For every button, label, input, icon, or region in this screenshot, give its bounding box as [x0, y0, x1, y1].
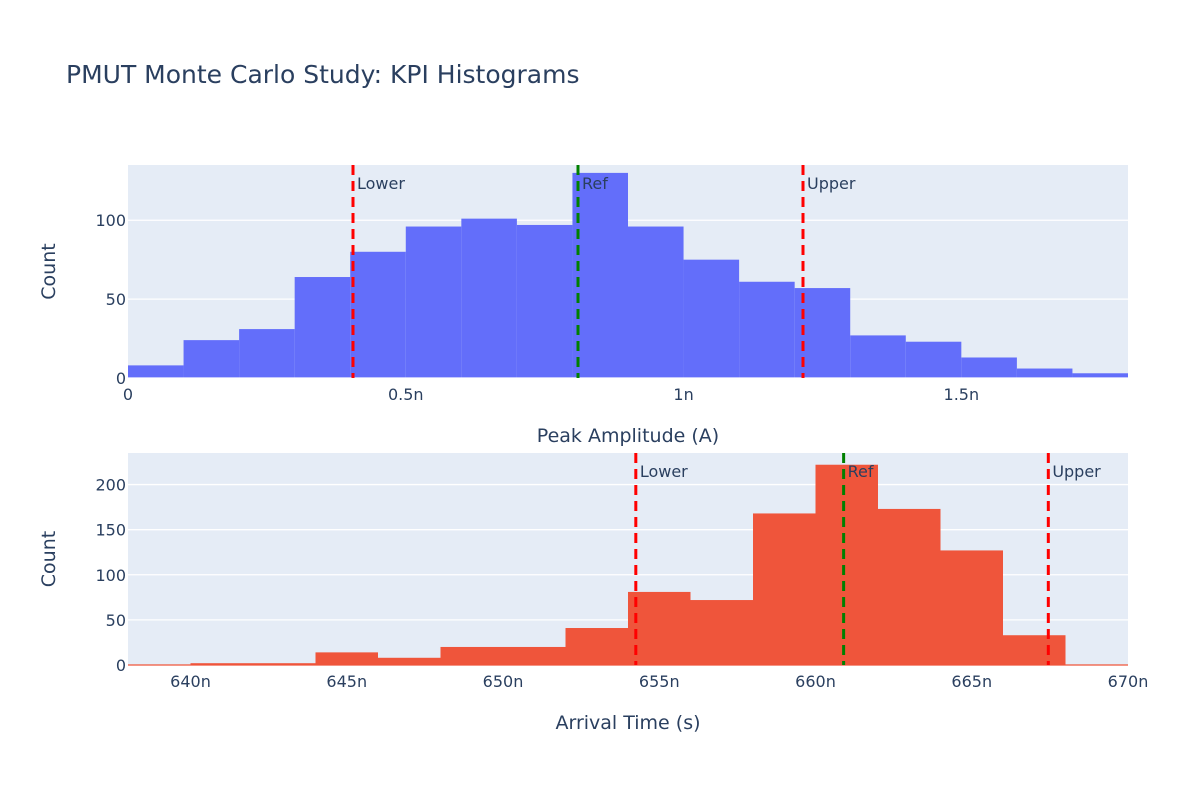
arrival-time-y-tick-label: 150: [95, 521, 126, 540]
arrival-time-x-tick-label: 650n: [483, 672, 524, 691]
arrival-time-bar-2: [315, 652, 378, 665]
arrival-time-bar-9: [753, 513, 816, 665]
peak-amplitude-bar-4: [350, 251, 406, 378]
peak-amplitude-y-tick-label: 0: [116, 369, 126, 388]
chart-title: PMUT Monte Carlo Study: KPI Histograms: [66, 60, 580, 89]
arrival-time-vline-label-lower: Lower: [640, 462, 688, 481]
peak-amplitude-bar-13: [850, 335, 906, 378]
peak-amplitude-x-tick-label: 0.5n: [388, 385, 424, 404]
peak-amplitude-vline-label-ref: Ref: [582, 174, 608, 193]
peak-amplitude-x-tick-label: 0: [123, 385, 133, 404]
arrival-time-vline-label-upper: Upper: [1052, 462, 1101, 481]
arrival-time-x-tick-label: 665n: [951, 672, 992, 691]
peak-amplitude-bar-6: [461, 218, 517, 378]
arrival-time-bar-4: [440, 646, 503, 665]
arrival-time-bar-13: [1003, 635, 1066, 665]
arrival-time-y-tick-label: 100: [95, 566, 126, 585]
arrival-time-x-axis-title: Arrival Time (s): [555, 712, 700, 734]
peak-amplitude-bar-15: [961, 357, 1017, 378]
arrival-time-bar-1: [253, 663, 316, 665]
peak-amplitude-x-tick-label: 1n: [673, 385, 693, 404]
peak-amplitude-bar-5: [405, 226, 462, 378]
peak-amplitude-x-axis-title: Peak Amplitude (A): [537, 425, 719, 447]
peak-amplitude-subplot: Lower Ref Upper 0 0.5n 1n 1.5n 0 50 100 Peak Ampli…: [38, 165, 1128, 447]
peak-amplitude-bar-17: [1072, 373, 1128, 378]
peak-amplitude-y-tick-label: 50: [106, 290, 126, 309]
arrival-time-y-tick-label: 200: [95, 476, 126, 495]
arrival-time-subplot: Lower Ref Upper 640n 645n 650n 655n 660n 665n 670…: [38, 453, 1148, 734]
arrival-time-bar-12: [940, 550, 1003, 665]
arrival-time-x-tick-label: 640n: [170, 672, 211, 691]
arrival-time-y-tick-label: 0: [116, 656, 126, 675]
arrival-time-x-tick-label: 660n: [795, 672, 836, 691]
peak-amplitude-bar-10: [683, 259, 740, 378]
peak-amplitude-vline-label-lower: Lower: [357, 174, 405, 193]
peak-amplitude-y-axis-title: Count: [38, 243, 60, 299]
arrival-time-x-tick-label: 645n: [326, 672, 367, 691]
arrival-time-vline-label-ref: Ref: [848, 462, 874, 481]
peak-amplitude-bar-9: [628, 226, 684, 378]
peak-amplitude-bar-2: [239, 329, 295, 378]
arrival-time-bar-5: [503, 646, 566, 665]
peak-amplitude-bar-14: [905, 341, 962, 378]
peak-amplitude-x-tick-label: 1.5n: [944, 385, 980, 404]
arrival-time-y-axis-title: Count: [38, 531, 60, 587]
arrival-time-bar-11: [878, 508, 941, 665]
arrival-time-bar-3: [378, 657, 441, 665]
peak-amplitude-y-tick-label: 100: [95, 211, 126, 230]
peak-amplitude-bar-3: [294, 277, 351, 378]
arrival-time-y-tick-label: 50: [106, 611, 126, 630]
peak-amplitude-bar-8: [572, 172, 628, 378]
arrival-time-x-tick-label: 670n: [1108, 672, 1149, 691]
arrival-time-bar-10: [815, 464, 878, 665]
peak-amplitude-bar-1: [183, 340, 240, 378]
peak-amplitude-vline-label-upper: Upper: [807, 174, 856, 193]
peak-amplitude-bar-0: [128, 365, 184, 378]
arrival-time-x-tick-label: 655n: [639, 672, 680, 691]
arrival-time-bar-6: [565, 628, 628, 665]
arrival-time-bar-0: [190, 663, 253, 665]
peak-amplitude-bar-7: [516, 224, 573, 378]
peak-amplitude-bar-16: [1016, 368, 1073, 378]
peak-amplitude-bar-11: [739, 281, 795, 378]
arrival-time-bar-7: [628, 591, 691, 665]
arrival-time-bar-8: [690, 600, 753, 665]
